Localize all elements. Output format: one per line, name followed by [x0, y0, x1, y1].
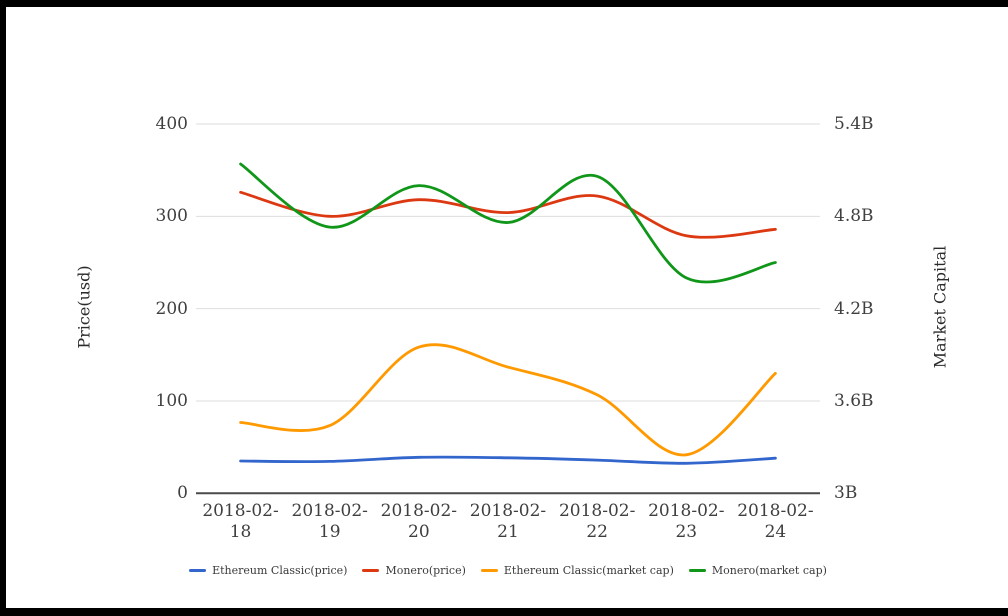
x-tick-line2: 19 [318, 522, 341, 542]
right-axis-tick-label: 4.8B [834, 206, 874, 227]
x-axis-tick-label: 2018-02- 23 [626, 501, 746, 543]
x-axis-tick-label: 2018-02- 24 [715, 501, 835, 543]
plot-area [196, 123, 820, 495]
x-tick-line2: 21 [497, 522, 519, 542]
x-tick-line2: 24 [764, 522, 787, 542]
legend-label: Monero(market cap) [711, 564, 827, 577]
x-axis-tick-label: 2018-02- 19 [270, 501, 390, 543]
series-line-monero-price [239, 190, 777, 239]
x-tick-line2: 20 [408, 522, 430, 542]
x-tick-line1: 2018-02- [648, 501, 725, 521]
left-axis-tick-label: 300 [155, 206, 188, 227]
left-axis-tick-label: 400 [155, 114, 188, 134]
legend-item-monero-market-cap[interactable]: Monero(market cap) [688, 564, 827, 577]
legend: Ethereum Classic(price) Monero(price) Ethe… [189, 564, 827, 577]
legend-line-marker [362, 569, 380, 572]
x-axis-tick-label: 2018-02- 22 [537, 501, 657, 543]
legend-label: Ethereum Classic(price) [212, 564, 348, 577]
right-axis-tick-label: 5.4B [834, 114, 874, 134]
x-tick-line1: 2018-02- [737, 501, 814, 521]
x-tick-line1: 2018-02- [202, 501, 279, 521]
right-axis-tick-label: 3B [834, 483, 858, 504]
right-axis-tick-label: 4.2B [834, 298, 874, 319]
legend-label: Ethereum Classic(market cap) [503, 564, 674, 577]
x-axis-tick-label: 2018-02- 18 [181, 501, 301, 543]
x-axis-tick-label: 2018-02- 20 [359, 501, 479, 543]
right-axis-title: Market Capital [930, 245, 950, 369]
x-tick-line2: 22 [586, 522, 608, 542]
x-tick-line2: 23 [675, 522, 698, 542]
legend-line-marker [189, 569, 207, 572]
legend-label: Monero(price) [385, 564, 466, 577]
x-tick-line1: 2018-02- [558, 501, 636, 521]
series-line-ethereum-classic-price [239, 455, 777, 465]
left-axis-tick-label: 0 [177, 483, 188, 504]
x-tick-line2: 18 [229, 522, 252, 542]
legend-item-ethereum-classic-market-cap[interactable]: Ethereum Classic(market cap) [480, 564, 674, 577]
legend-item-ethereum-classic-price[interactable]: Ethereum Classic(price) [189, 564, 347, 577]
x-tick-line1: 2018-02- [380, 501, 458, 521]
left-axis-tick-label: 100 [155, 390, 188, 411]
series-line-monero-market-cap [239, 162, 777, 284]
x-tick-line1: 2018-02- [469, 501, 547, 521]
left-axis-tick-label: 200 [155, 298, 188, 319]
series-line-ethereum-classic-market-cap [239, 343, 777, 457]
line-chart: 0 100 200 300 400 3B 3.6B 4.2B 4.8B 5.4B 2018-02… [6, 7, 1008, 608]
legend-line-marker [480, 569, 498, 572]
legend-line-marker [688, 569, 706, 572]
x-tick-line1: 2018-02- [291, 501, 368, 521]
right-axis-tick-label: 3.6B [834, 390, 874, 411]
x-axis-tick-label: 2018-02- 21 [448, 501, 568, 543]
legend-item-monero-price[interactable]: Monero(price) [362, 564, 466, 577]
left-axis-title: Price(usd) [74, 265, 94, 349]
